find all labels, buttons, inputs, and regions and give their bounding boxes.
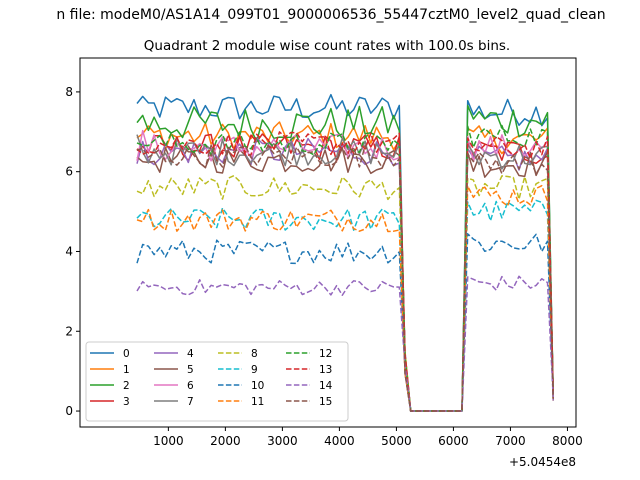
- series-layer: [136, 93, 554, 412]
- axes-frame: [79, 57, 577, 428]
- series-line-15: [136, 144, 554, 412]
- legend-label-7: 7: [187, 396, 194, 408]
- y-tick-label: 0: [65, 404, 73, 418]
- legend-label-3: 3: [123, 396, 130, 408]
- legend-label-2: 2: [123, 380, 130, 392]
- series-line-6: [136, 129, 554, 412]
- legend-label-13: 13: [319, 364, 332, 376]
- series-line-11: [136, 184, 554, 412]
- series-line-12: [136, 124, 554, 412]
- x-tick-label: 2000: [210, 434, 241, 448]
- series-line-5: [136, 145, 554, 412]
- legend-label-10: 10: [251, 380, 264, 392]
- legend-label-8: 8: [251, 348, 258, 360]
- legend-label-0: 0: [123, 348, 130, 360]
- y-tick-label: 2: [65, 324, 73, 338]
- legend-label-12: 12: [319, 348, 332, 360]
- legend-label-9: 9: [251, 364, 258, 376]
- series-line-2: [136, 104, 554, 412]
- legend-label-5: 5: [187, 364, 194, 376]
- series-line-8: [136, 174, 554, 412]
- legend-label-6: 6: [187, 380, 194, 392]
- legend-box: [85, 341, 349, 422]
- series-line-13: [136, 131, 554, 412]
- x-tick-label: 4000: [324, 434, 355, 448]
- chart-suptitle: n file: modeM0/AS1A14_099T01_9000006536_…: [56, 7, 605, 23]
- legend-label-14: 14: [319, 380, 333, 392]
- series-line-14: [136, 275, 554, 412]
- legend-label-15: 15: [319, 396, 332, 408]
- x-tick-label: 3000: [267, 434, 298, 448]
- legend-label-4: 4: [187, 348, 194, 360]
- x-tick-label: 8000: [552, 434, 583, 448]
- legend-label-11: 11: [251, 396, 264, 408]
- series-line-10: [136, 233, 554, 412]
- series-line-9: [136, 199, 554, 412]
- legend-label-1: 1: [123, 364, 130, 376]
- x-tick-label: 5000: [381, 434, 412, 448]
- y-tick-label: 8: [65, 85, 73, 99]
- x-tick-label: 7000: [495, 434, 526, 448]
- y-tick-label: 4: [65, 244, 73, 258]
- x-tick-label: 1000: [153, 434, 184, 448]
- x-tick-label: 6000: [438, 434, 469, 448]
- y-tick-label: 6: [65, 165, 73, 179]
- x-offset-label: +5.0454e8: [509, 455, 576, 469]
- chart-title: Quadrant 2 module wise count rates with …: [144, 38, 510, 54]
- ticks-layer: 1000 2000 3000 4000 5000 6000 7000 8000 0 2 4 6 8: [65, 85, 582, 448]
